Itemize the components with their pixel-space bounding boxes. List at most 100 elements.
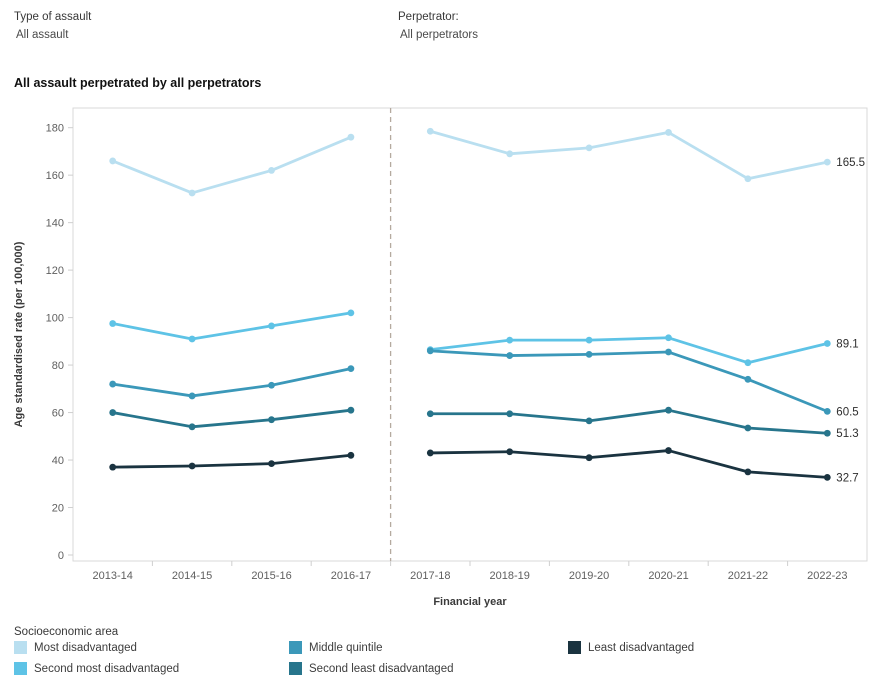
line-chart[interactable]: 0 20 40 60 80 100 120 140 160 180 2013-14 2014-15 20… (0, 0, 890, 620)
data-point[interactable] (823, 340, 831, 347)
data-point[interactable] (268, 416, 275, 424)
data-point[interactable] (109, 320, 117, 327)
data-point[interactable] (188, 335, 196, 343)
series-line[interactable] (112, 453, 352, 469)
data-point[interactable] (823, 158, 831, 166)
series-line[interactable] (429, 129, 828, 181)
data-point[interactable] (188, 423, 196, 431)
y-tick-label: 20 (52, 503, 64, 515)
data-point[interactable] (188, 392, 196, 400)
x-tick-label: 2015-16 (251, 570, 291, 582)
legend-item-label: Second most disadvantaged (34, 662, 180, 675)
data-point[interactable] (347, 133, 355, 141)
data-point[interactable] (744, 375, 752, 383)
data-point[interactable] (665, 334, 672, 342)
x-tick-label: 2020-21 (648, 570, 688, 582)
series-line[interactable] (112, 367, 352, 398)
legend-swatch-icon (14, 662, 27, 675)
y-tick-label: 100 (46, 313, 64, 325)
series-line[interactable] (112, 408, 352, 429)
data-point[interactable] (268, 381, 275, 389)
data-point[interactable] (585, 336, 593, 344)
legend-item-label: Least disadvantaged (588, 641, 695, 654)
data-point[interactable] (188, 189, 196, 197)
filter-type-of-assault-label: Type of assault (14, 11, 92, 23)
legend-item-second-most-disadvantaged[interactable]: Second most disadvantaged (14, 662, 179, 675)
legend-item-most-disadvantaged[interactable]: Most disadvantaged (14, 641, 137, 654)
data-point[interactable] (665, 348, 672, 356)
legend-item-middle-quintile[interactable]: Middle quintile (289, 641, 383, 654)
series-line[interactable] (430, 336, 828, 365)
series-end-label: 89.1 (836, 338, 858, 350)
data-point[interactable] (665, 447, 672, 454)
x-axis-title: Financial year (433, 596, 507, 608)
data-point[interactable] (426, 347, 434, 355)
data-point[interactable] (744, 359, 752, 367)
chart-title: All assault perpetrated by all perpetrat… (14, 76, 262, 90)
y-tick-label: 60 (52, 408, 64, 420)
series-line[interactable] (112, 311, 352, 341)
data-point[interactable] (268, 167, 275, 174)
data-point[interactable] (585, 350, 593, 358)
data-point[interactable] (823, 429, 831, 437)
x-tick-label: 2017-18 (410, 570, 450, 582)
data-point[interactable] (347, 451, 355, 459)
y-tick-label: 140 (46, 218, 64, 230)
filter-perpetrator-value[interactable]: All perpetrators (400, 29, 478, 41)
x-tick-label: 2022-23 (807, 570, 847, 582)
data-point[interactable] (188, 462, 196, 470)
data-point[interactable] (347, 309, 355, 317)
x-tick-label: 2021-22 (728, 570, 768, 582)
y-tick-label: 180 (46, 123, 64, 135)
data-point[interactable] (744, 175, 752, 183)
x-tick-label: 2013-14 (93, 570, 133, 582)
y-tick-label: 80 (52, 360, 64, 372)
data-point[interactable] (426, 127, 434, 135)
series-line[interactable] (112, 135, 352, 195)
data-point[interactable] (268, 322, 275, 330)
data-point[interactable] (268, 460, 275, 468)
data-point[interactable] (109, 380, 117, 388)
x-tick-label: 2019-20 (569, 570, 609, 582)
data-point[interactable] (426, 410, 434, 418)
data-point[interactable] (585, 417, 593, 425)
legend-item-label: Most disadvantaged (34, 641, 137, 654)
data-point[interactable] (347, 365, 355, 373)
data-point[interactable] (823, 473, 831, 481)
data-point[interactable] (506, 448, 514, 456)
data-point[interactable] (109, 463, 117, 471)
x-tick-label: 2016-17 (331, 570, 371, 582)
filter-type-of-assault-value[interactable]: All assault (16, 29, 69, 41)
data-point[interactable] (585, 144, 593, 152)
filter-perpetrator[interactable]: Perpetrator: All perpetrators (398, 8, 478, 44)
y-tick-label: 0 (58, 550, 64, 562)
x-tick-label: 2018-19 (490, 570, 530, 582)
series-line[interactable] (430, 449, 828, 479)
legend-item-least-disadvantaged[interactable]: Least disadvantaged (568, 641, 694, 654)
y-tick-label: 40 (52, 455, 64, 467)
data-point[interactable] (665, 406, 672, 414)
legend-item-second-least-disadvantaged[interactable]: Second least disadvantaged (289, 662, 454, 675)
legend-item-label: Second least disadvantaged (309, 662, 454, 675)
series-line[interactable] (430, 408, 828, 435)
data-point[interactable] (347, 406, 355, 414)
data-point[interactable] (506, 150, 514, 158)
data-point[interactable] (585, 454, 593, 462)
data-point[interactable] (744, 468, 752, 476)
data-point[interactable] (109, 409, 117, 416)
series-end-label: 165.5 (836, 157, 865, 169)
filter-type-of-assault[interactable]: Type of assault All assault (14, 8, 91, 44)
legend-item-label: Middle quintile (309, 641, 383, 654)
data-point[interactable] (506, 410, 514, 418)
data-point[interactable] (744, 424, 752, 432)
data-point[interactable] (506, 336, 514, 344)
series-line[interactable] (430, 349, 828, 413)
data-point[interactable] (426, 449, 434, 457)
legend-swatch-icon (14, 641, 27, 654)
data-point[interactable] (506, 352, 514, 359)
filter-perpetrator-label: Perpetrator: (398, 11, 459, 23)
data-point[interactable] (665, 129, 672, 136)
data-point[interactable] (823, 407, 831, 415)
legend-swatch-icon (289, 641, 302, 654)
data-point[interactable] (109, 157, 117, 165)
